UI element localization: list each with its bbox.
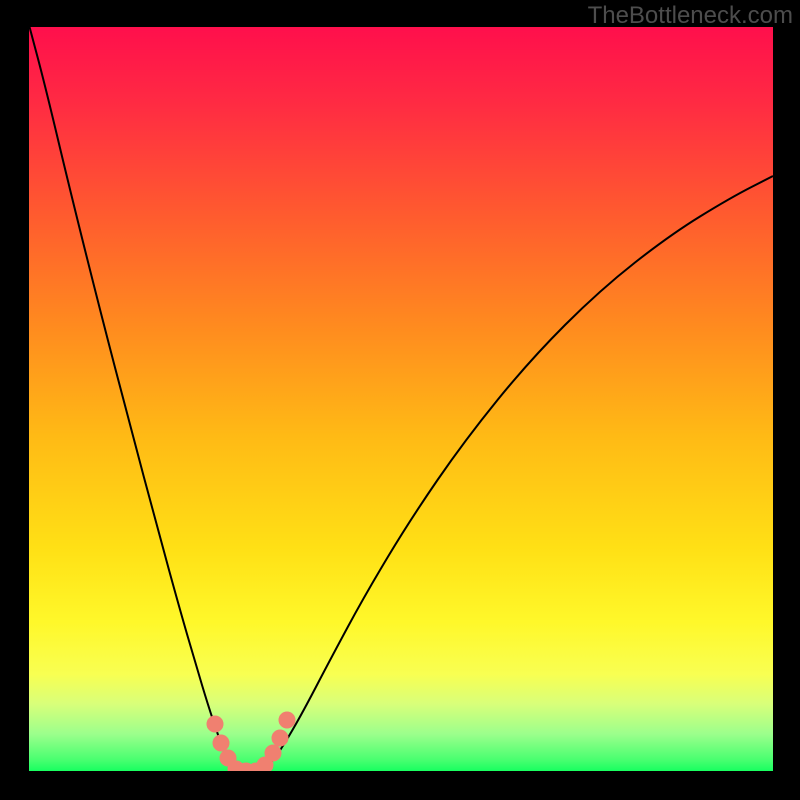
curve-marker xyxy=(265,745,281,761)
plot-area xyxy=(29,27,773,771)
marker-group xyxy=(207,712,295,771)
curve-marker xyxy=(207,716,223,732)
watermark-text: TheBottleneck.com xyxy=(588,2,793,30)
curve-marker xyxy=(272,730,288,746)
curve-marker xyxy=(279,712,295,728)
bottleneck-curve xyxy=(29,27,773,771)
curve-marker xyxy=(213,735,229,751)
chart-svg xyxy=(29,27,773,771)
